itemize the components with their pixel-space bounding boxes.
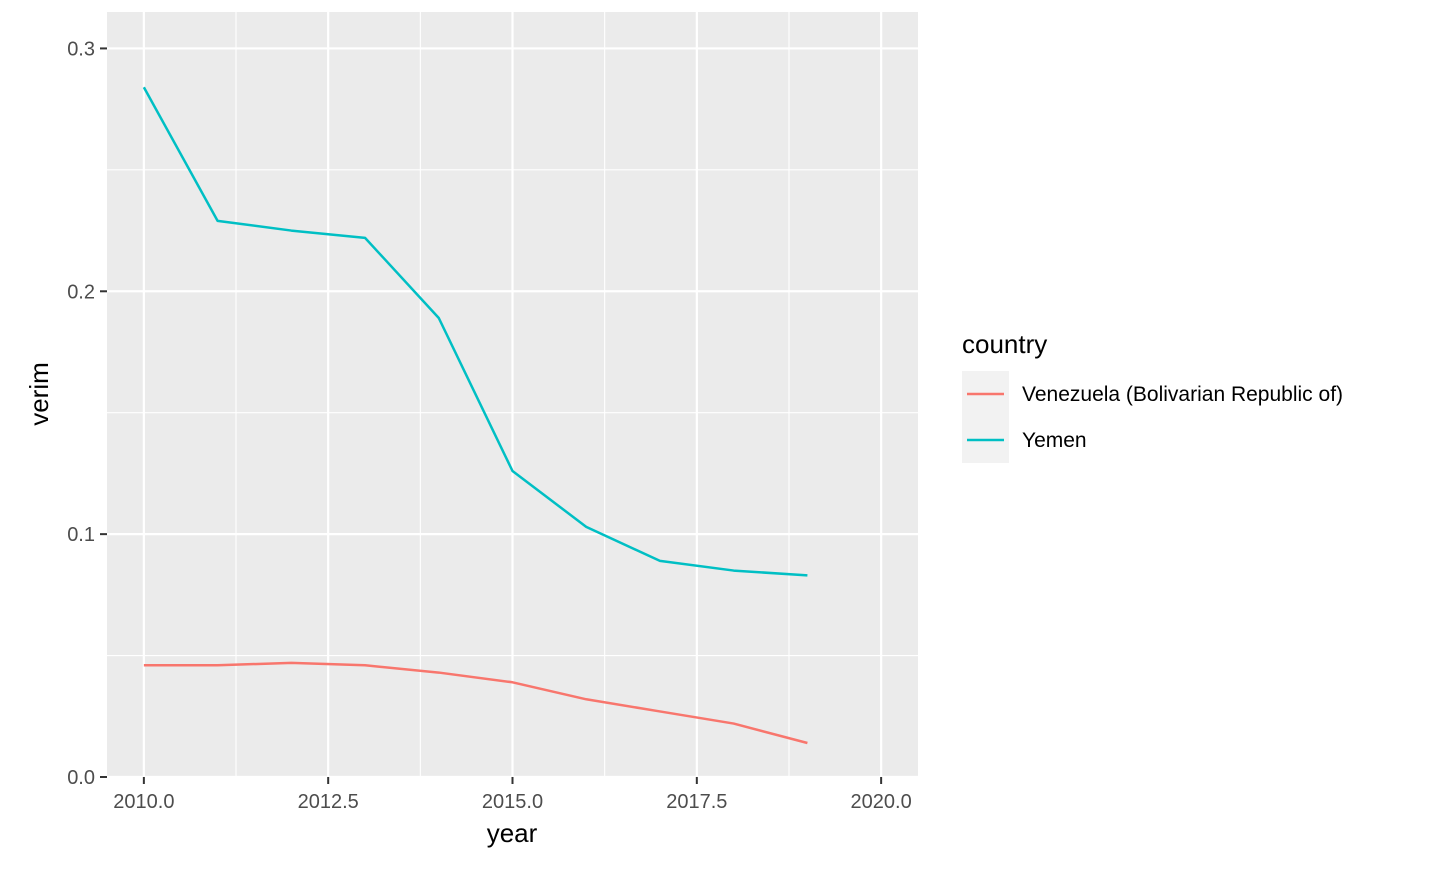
x-tick-label: 2017.5 xyxy=(666,791,727,813)
y-tick-label: 0.0 xyxy=(67,767,95,789)
legend-title: country xyxy=(962,329,1047,359)
grid-lines xyxy=(107,12,918,779)
legend-label-yemen: Yemen xyxy=(1022,429,1087,452)
x-axis-title: year xyxy=(487,818,538,848)
y-tick-label: 0.3 xyxy=(67,38,95,60)
legend: country Venezuela (Bolivarian Republic o… xyxy=(962,329,1343,463)
x-tick-label: 2010.0 xyxy=(113,791,174,813)
x-tick-label: 2020.0 xyxy=(851,791,912,813)
series-line-yemen xyxy=(142,86,808,577)
series-line-venezuela xyxy=(143,661,808,745)
y-tick-label: 0.2 xyxy=(67,281,95,303)
legend-label-venezuela: Venezuela (Bolivarian Republic of) xyxy=(1022,383,1343,406)
y-axis-title: verim xyxy=(24,362,54,426)
series-lines xyxy=(142,86,808,745)
x-tick-label: 2012.5 xyxy=(298,791,359,813)
y-tick-label: 0.1 xyxy=(67,524,95,546)
x-tick-label: 2015.0 xyxy=(482,791,543,813)
axes: 2010.0 2012.5 2015.0 2017.5 2020.0 0.0 0.1 0.2 0… xyxy=(67,38,912,813)
